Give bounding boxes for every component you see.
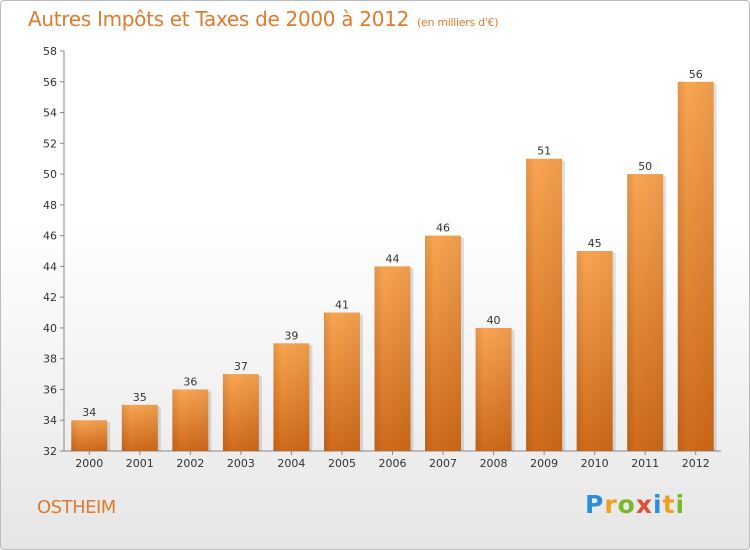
y-tick-label: 44 xyxy=(43,260,57,273)
commune-name: OSTHEIM xyxy=(37,497,116,518)
bar-shade xyxy=(121,404,158,451)
data-label: 50 xyxy=(638,160,652,173)
y-tick-label: 56 xyxy=(43,76,57,89)
y-tick-label: 36 xyxy=(43,383,57,396)
bar-shade xyxy=(425,235,462,451)
x-tick-label: 2004 xyxy=(277,457,305,470)
x-tick-label: 2000 xyxy=(75,457,103,470)
y-tick-label: 54 xyxy=(43,107,57,120)
data-label: 56 xyxy=(689,68,703,81)
logo-letter: r xyxy=(604,490,618,519)
x-tick-label: 2011 xyxy=(631,457,659,470)
chart-title: Autres Impôts et Taxes de 2000 à 2012 (en… xyxy=(28,7,498,31)
x-tick-label: 2005 xyxy=(328,457,356,470)
logo-letter: P xyxy=(585,490,605,519)
x-tick-label: 2009 xyxy=(530,457,558,470)
y-tick-label: 58 xyxy=(43,45,57,58)
bar-shade xyxy=(627,174,664,452)
y-tick-label: 40 xyxy=(43,322,57,335)
data-label: 51 xyxy=(537,145,551,158)
x-tick-label: 2002 xyxy=(176,457,204,470)
y-tick-label: 50 xyxy=(43,168,57,181)
logo-letter: i xyxy=(653,490,663,519)
data-label: 46 xyxy=(436,222,450,235)
y-tick-label: 48 xyxy=(43,199,57,212)
x-tick-label: 2010 xyxy=(581,457,609,470)
y-tick-label: 32 xyxy=(43,445,57,458)
data-label: 37 xyxy=(234,360,248,373)
logo-letter: i xyxy=(675,490,686,519)
chart-title-text: Autres Impôts et Taxes de 2000 à 2012 xyxy=(28,7,409,31)
x-tick-label: 2006 xyxy=(379,457,407,470)
bar-shade xyxy=(222,374,259,451)
logo-letter: o xyxy=(617,490,636,519)
logo-letter: x xyxy=(635,490,653,519)
bar-shade xyxy=(526,158,563,451)
y-tick-label: 34 xyxy=(43,414,57,427)
logo-letter: t xyxy=(662,490,676,519)
y-tick-label: 52 xyxy=(43,137,57,150)
data-label: 35 xyxy=(133,391,147,404)
bar-shade xyxy=(172,389,209,451)
bar-shade xyxy=(273,343,310,451)
data-label: 45 xyxy=(588,237,602,250)
x-tick-label: 2007 xyxy=(429,457,457,470)
chart-unit-note: (en milliers d'€) xyxy=(417,16,499,29)
x-tick-label: 2008 xyxy=(480,457,508,470)
data-label: 39 xyxy=(284,329,298,342)
x-tick-label: 2003 xyxy=(227,457,255,470)
bar-shade xyxy=(677,81,714,452)
y-tick-label: 46 xyxy=(43,230,57,243)
data-label: 36 xyxy=(183,375,197,388)
y-tick-label: 38 xyxy=(43,353,57,366)
x-tick-label: 2001 xyxy=(126,457,154,470)
data-label: 44 xyxy=(386,252,400,265)
data-label: 40 xyxy=(487,314,501,327)
bar-shade xyxy=(475,327,512,451)
x-tick-label: 2012 xyxy=(682,457,710,470)
bar-shade xyxy=(71,420,108,451)
bar-shade xyxy=(374,266,411,451)
proxiti-logo: Proxiti xyxy=(585,490,685,519)
bar-shade xyxy=(576,251,613,451)
bar-shade xyxy=(323,312,360,451)
data-label: 34 xyxy=(82,406,96,419)
y-tick-label: 42 xyxy=(43,291,57,304)
data-label: 41 xyxy=(335,299,349,312)
